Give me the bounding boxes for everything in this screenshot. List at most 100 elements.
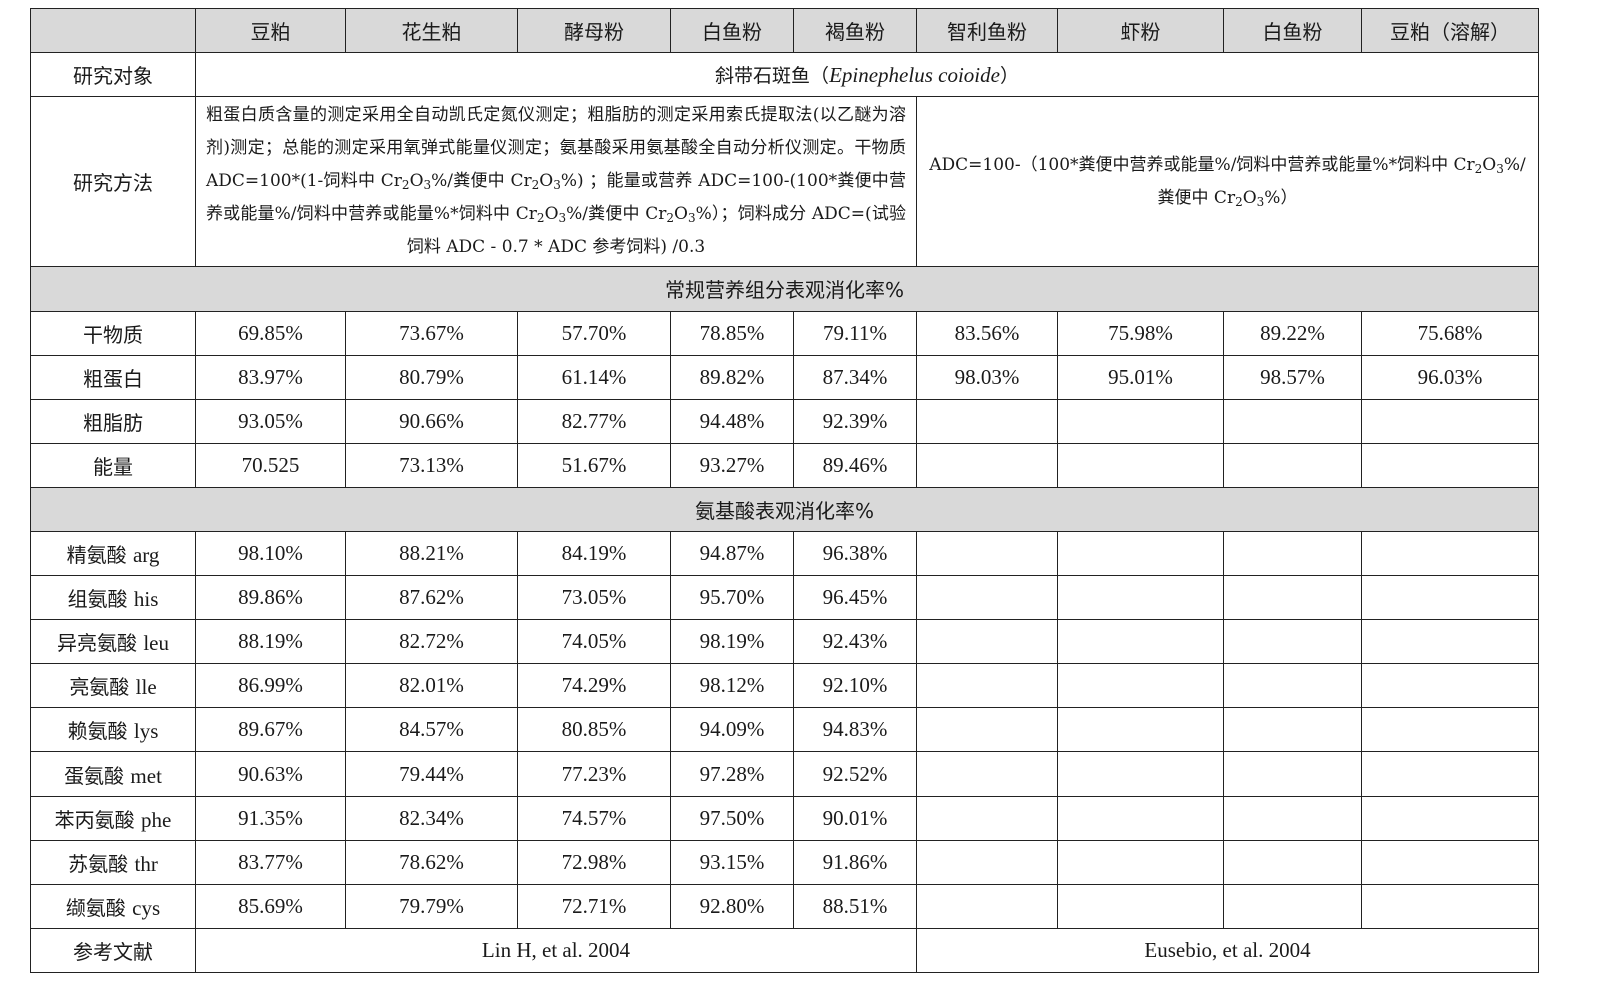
amino-acid-abbr: met [130, 763, 162, 788]
value-cell: 84.19% [517, 531, 671, 577]
value-cell: 82.34% [345, 795, 518, 841]
value-cell [1057, 839, 1224, 885]
value-cell: 51.67% [517, 442, 671, 488]
header-row: 豆粕 花生粕 酵母粉 白鱼粉 褐鱼粉 智利鱼粉 虾粉 白鱼粉 豆粕（溶解） [30, 8, 1539, 53]
value-cell [1361, 619, 1539, 665]
value-cell [1223, 707, 1362, 753]
section-heading-nutrients: 常规营养组分表观消化率% [30, 266, 1539, 312]
amino-acid-abbr: leu [143, 631, 169, 656]
value-cell [916, 398, 1058, 444]
value-cell: 79.11% [793, 310, 917, 356]
value-cell: 89.46% [793, 442, 917, 488]
value-cell: 98.03% [916, 354, 1058, 400]
value-cell [1223, 839, 1362, 885]
value-cell [916, 707, 1058, 753]
amino-acid-name: 苯丙氨酸 [54, 807, 135, 832]
value-cell [1361, 751, 1539, 797]
value-cell: 75.98% [1057, 310, 1224, 356]
subject-latin-name: Epinephelus coioide [829, 63, 1000, 88]
value-cell: 83.77% [195, 839, 346, 885]
value-cell: 78.62% [345, 839, 518, 885]
value-cell [916, 883, 1058, 929]
corner-cell [30, 8, 196, 53]
row-label: 蛋氨酸 met [30, 751, 196, 797]
value-cell [1361, 839, 1539, 885]
subject-row: 研究对象 斜带石斑鱼（Epinephelus coioide） [30, 51, 1539, 98]
method-label: 研究方法 [30, 96, 196, 268]
amino-acid-name: 苏氨酸 [68, 851, 129, 876]
value-cell: 75.68% [1361, 310, 1539, 356]
amino-acid-abbr: thr [134, 851, 158, 876]
value-cell: 57.70% [517, 310, 671, 356]
column-header: 智利鱼粉 [916, 8, 1058, 53]
value-cell [1223, 575, 1362, 621]
table-row: 赖氨酸 lys 89.67% 84.57% 80.85% 94.09% 94.83% [30, 707, 1539, 753]
value-cell [1361, 795, 1539, 841]
row-label: 苯丙氨酸 phe [30, 795, 196, 841]
amino-acid-abbr: arg [132, 543, 160, 568]
table-row: 苯丙氨酸 phe 91.35% 82.34% 74.57% 97.50% 90.01% [30, 795, 1539, 841]
value-cell: 97.50% [670, 795, 794, 841]
column-header: 虾粉 [1057, 8, 1224, 53]
value-cell: 90.01% [793, 795, 917, 841]
table-row: 能量 70.525 73.13% 51.67% 93.27% 89.46% [30, 442, 1539, 488]
value-cell [916, 839, 1058, 885]
value-cell: 98.10% [195, 531, 346, 577]
value-cell: 92.80% [670, 883, 794, 929]
table-row: 蛋氨酸 met 90.63% 79.44% 77.23% 97.28% 92.52% [30, 751, 1539, 797]
table-row: 组氨酸 his 89.86% 87.62% 73.05% 95.70% 96.45% [30, 575, 1539, 621]
value-cell [1057, 398, 1224, 444]
subject-prefix: 斜带石斑鱼（ [715, 65, 830, 88]
value-cell: 70.525 [195, 442, 346, 488]
value-cell: 83.56% [916, 310, 1058, 356]
column-header: 白鱼粉 [1223, 8, 1362, 53]
value-cell: 93.05% [195, 398, 346, 444]
value-cell: 94.83% [793, 707, 917, 753]
value-cell [1223, 795, 1362, 841]
amino-acid-name: 精氨酸 [66, 543, 127, 568]
row-label: 苏氨酸 thr [30, 839, 196, 885]
value-cell: 94.48% [670, 398, 794, 444]
section-heading-amino-acids: 氨基酸表观消化率% [30, 486, 1539, 533]
value-cell: 86.99% [195, 663, 346, 709]
row-label: 粗脂肪 [30, 398, 196, 444]
row-label: 粗蛋白 [30, 354, 196, 400]
value-cell [916, 751, 1058, 797]
value-cell: 83.97% [195, 354, 346, 400]
value-cell: 82.77% [517, 398, 671, 444]
column-header: 豆粕（溶解） [1361, 8, 1539, 53]
subject-suffix: ） [999, 65, 1019, 88]
value-cell: 92.10% [793, 663, 917, 709]
value-cell [1361, 707, 1539, 753]
value-cell: 74.05% [517, 619, 671, 665]
amino-acid-name: 亮氨酸 [69, 675, 130, 700]
value-cell: 96.03% [1361, 354, 1539, 400]
value-cell: 72.98% [517, 839, 671, 885]
section-row: 氨基酸表观消化率% [30, 486, 1539, 533]
value-cell [1223, 398, 1362, 444]
value-cell: 90.63% [195, 751, 346, 797]
amino-acid-name: 异亮氨酸 [56, 631, 137, 656]
value-cell: 97.28% [670, 751, 794, 797]
value-cell: 89.86% [195, 575, 346, 621]
column-header: 花生粕 [345, 8, 518, 53]
value-cell: 61.14% [517, 354, 671, 400]
column-header: 酵母粉 [517, 8, 671, 53]
value-cell [1223, 531, 1362, 577]
value-cell [916, 531, 1058, 577]
amino-acid-abbr: phe [141, 807, 172, 832]
value-cell: 95.70% [670, 575, 794, 621]
value-cell [1057, 883, 1224, 929]
value-cell: 88.19% [195, 619, 346, 665]
value-cell [1361, 663, 1539, 709]
value-cell: 92.52% [793, 751, 917, 797]
row-label: 赖氨酸 lys [30, 707, 196, 753]
table-row: 粗脂肪 93.05% 90.66% 82.77% 94.48% 92.39% [30, 398, 1539, 444]
row-label: 干物质 [30, 310, 196, 356]
value-cell: 88.51% [793, 883, 917, 929]
value-cell [1057, 442, 1224, 488]
value-cell: 87.34% [793, 354, 917, 400]
method-left-text: 粗蛋白质含量的测定采用全自动凯氏定氮仪测定；粗脂肪的测定采用索氏提取法(以乙醚为… [195, 96, 917, 268]
amino-acid-name: 缬氨酸 [65, 895, 126, 920]
value-cell: 73.67% [345, 310, 518, 356]
